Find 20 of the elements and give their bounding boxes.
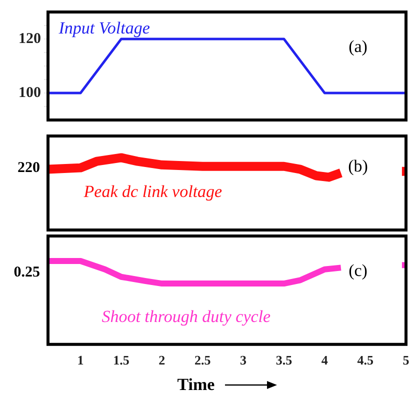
y-tick-label: 100 xyxy=(18,84,41,101)
text: 0.25 xyxy=(14,264,40,281)
annotation: (b) xyxy=(348,156,368,176)
x-tick-label: 4 xyxy=(321,352,328,368)
series-label: Input Voltage xyxy=(58,18,150,38)
series-label: Peak dc link voltage xyxy=(82,182,223,201)
x-axis-title: Time xyxy=(177,375,215,395)
text: 220 xyxy=(18,160,40,176)
annotation: (c) xyxy=(348,261,368,280)
annotation: (a) xyxy=(348,37,368,56)
x-tick-label: 5 xyxy=(402,352,410,368)
series-label: Shoot through duty cycle xyxy=(102,306,272,326)
x-tick-label: 4.5 xyxy=(357,352,374,368)
x-tick-label: 1 xyxy=(77,352,84,368)
x-tick-label: 3 xyxy=(240,352,248,368)
x-tick-label: 1.5 xyxy=(113,352,130,368)
x-tick-label: 2 xyxy=(158,352,166,368)
x-tick-label: 2.5 xyxy=(194,352,212,368)
x-tick-label: 3.5 xyxy=(276,352,293,368)
y-tick-label: 120 xyxy=(18,30,41,47)
